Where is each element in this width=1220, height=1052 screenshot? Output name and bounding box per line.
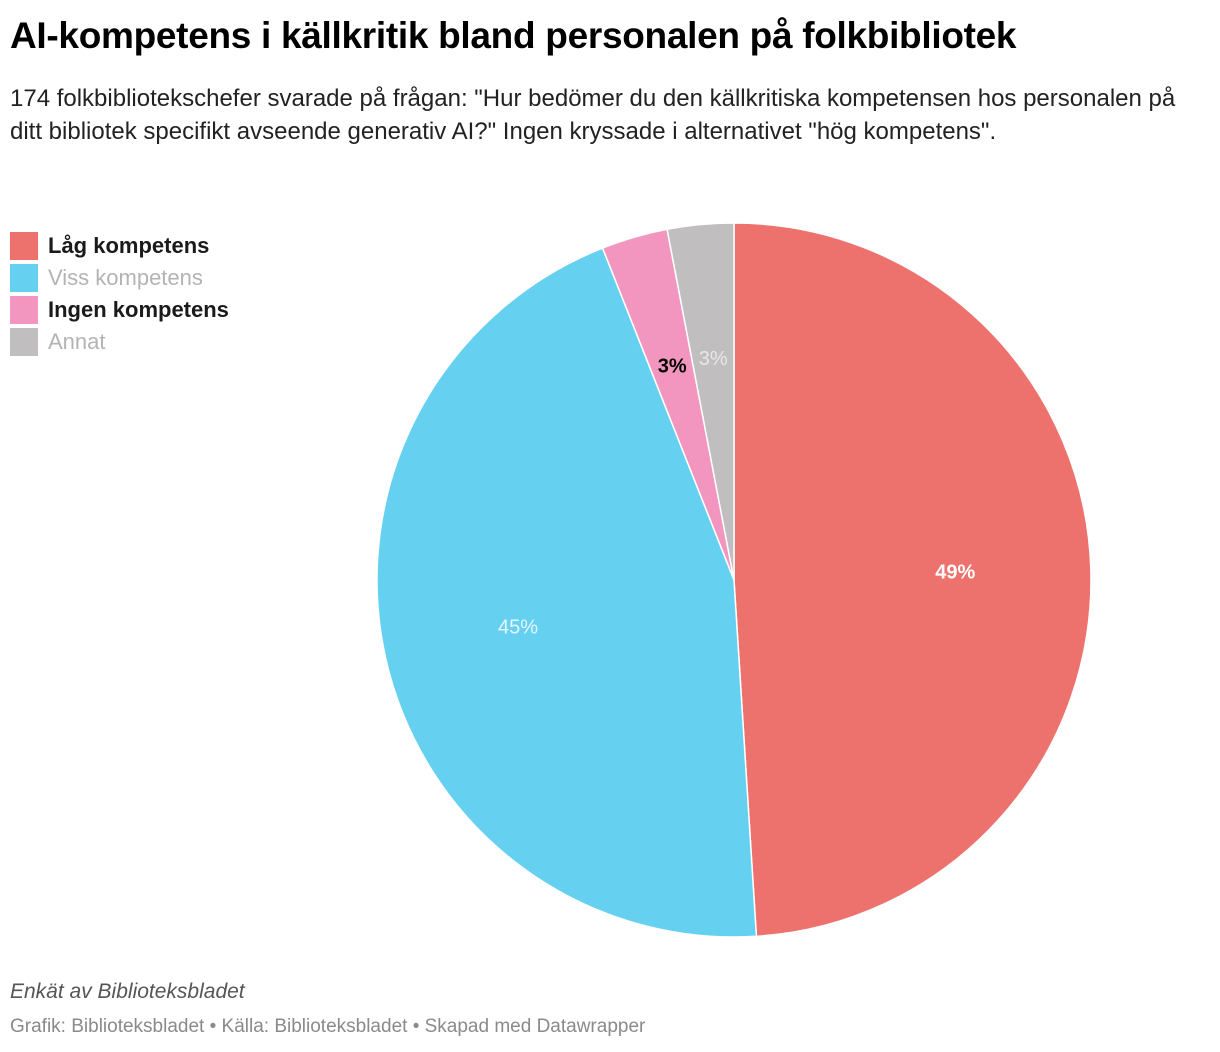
legend-item-lag-kompetens: Låg kompetens xyxy=(10,230,229,262)
legend-item-ingen-kompetens: Ingen kompetens xyxy=(10,294,229,326)
pie-slice-1 xyxy=(733,222,1092,938)
legend-label: Viss kompetens xyxy=(48,265,203,290)
legend-swatch xyxy=(10,328,38,356)
legend-label: Ingen kompetens xyxy=(48,297,229,322)
pie-value-label-2: 45% xyxy=(498,617,538,639)
chart-footer: Grafik: Biblioteksbladet • Källa: Biblio… xyxy=(10,1016,646,1037)
legend-swatch xyxy=(10,264,38,292)
chart-title: AI-kompetens i källkritik bland personal… xyxy=(10,15,1017,56)
pie-slice-2 xyxy=(376,247,758,938)
pie-value-label-4: 3% xyxy=(699,348,728,370)
pie-value-label-3: 3% xyxy=(658,356,687,378)
pie-slice-4 xyxy=(666,222,735,581)
pie-value-label-1: 49% xyxy=(935,561,975,583)
legend-label: Annat xyxy=(48,329,106,354)
pie-value-labels: 49% 45% 3% 3% xyxy=(498,348,975,639)
legend-swatch xyxy=(10,296,38,324)
pie-chart: 49% 45% 3% 3% xyxy=(376,222,1092,938)
legend-item-annat: Annat xyxy=(10,326,229,358)
legend-item-viss-kompetens: Viss kompetens xyxy=(10,262,229,294)
pie-slices xyxy=(376,222,1092,938)
legend: Låg kompetens Viss kompetens Ingen kompe… xyxy=(10,230,229,358)
chart-note: Enkät av Biblioteksbladet xyxy=(10,980,245,1003)
chart-subtitle: 174 folkbibliotekschefer svarade på fråg… xyxy=(10,85,1176,145)
legend-swatch xyxy=(10,232,38,260)
legend-label: Låg kompetens xyxy=(48,233,210,258)
